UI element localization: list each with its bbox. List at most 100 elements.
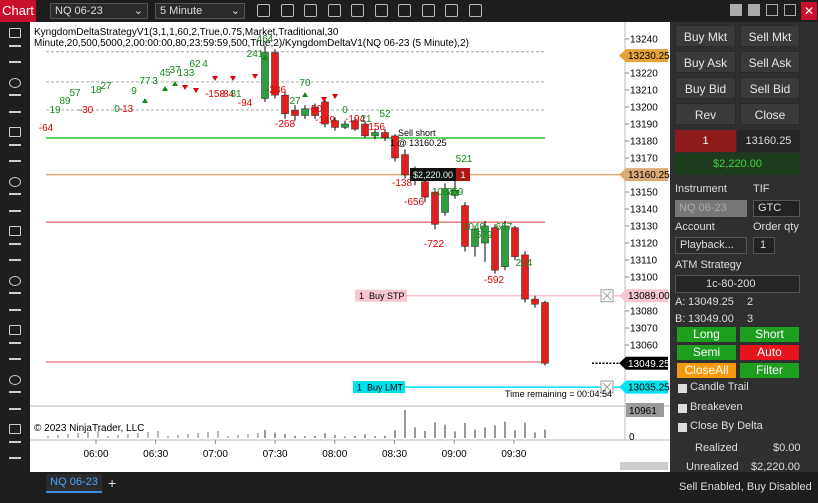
toolbar-icon[interactable] xyxy=(445,4,458,17)
price-tick-label: 13130 xyxy=(630,222,658,233)
tif-label: TIF xyxy=(753,183,770,195)
tool-icon[interactable] xyxy=(9,209,21,212)
order-button[interactable]: Sell Bid xyxy=(740,77,800,99)
toolbar-icon[interactable] xyxy=(374,4,388,17)
toolbar-icon[interactable] xyxy=(398,4,411,17)
atm-select[interactable]: 1c-80-200 xyxy=(675,275,800,293)
interval-select[interactable]: 5 Minute ⌄ xyxy=(155,3,245,19)
account-select[interactable]: Playback... xyxy=(675,237,747,254)
price-tick-label: 13190 xyxy=(630,120,658,131)
tool-icon[interactable] xyxy=(9,242,21,245)
window-button[interactable] xyxy=(766,4,778,16)
tool-icon[interactable] xyxy=(9,94,21,96)
price-tick-label: 13080 xyxy=(630,307,658,318)
toolbar-icon[interactable] xyxy=(468,4,482,17)
order-button[interactable]: Sell Mkt xyxy=(740,25,800,47)
tool-icon[interactable] xyxy=(9,341,21,344)
volume-bar-minor xyxy=(187,434,189,438)
price-marker xyxy=(619,168,668,182)
tif-select[interactable]: GTC xyxy=(753,200,800,217)
window-button[interactable] xyxy=(748,4,760,16)
order-button[interactable]: Buy Ask xyxy=(675,51,736,73)
price-tick-label: 13210 xyxy=(630,86,658,97)
volume-bar xyxy=(314,435,316,438)
qty-input[interactable]: 1 xyxy=(753,237,775,254)
toolbar-icon[interactable] xyxy=(257,4,270,17)
strategy-button[interactable]: Short xyxy=(740,327,799,342)
checkbox[interactable] xyxy=(678,384,687,393)
volume-bar xyxy=(474,429,476,438)
candle-body xyxy=(271,52,279,96)
tool-icon[interactable] xyxy=(9,407,21,410)
tool-icon[interactable] xyxy=(9,440,21,443)
tool-icon[interactable] xyxy=(9,457,21,459)
copyright: © 2023 NinjaTrader, LLC xyxy=(34,423,145,434)
tool-icon[interactable] xyxy=(9,143,21,146)
toolbar-icon[interactable] xyxy=(280,4,294,17)
volume-bar xyxy=(324,433,326,438)
toolbar-icon[interactable] xyxy=(304,4,317,17)
tool-icon[interactable] xyxy=(9,374,21,385)
strategy-button[interactable]: Filter xyxy=(740,363,799,378)
delta-label: -158 xyxy=(205,89,225,100)
tool-icon[interactable] xyxy=(9,193,21,195)
chart-tab[interactable]: Chart xyxy=(0,0,36,22)
tool-icon[interactable] xyxy=(9,176,21,187)
tool-icon[interactable] xyxy=(9,259,21,261)
tool-icon[interactable] xyxy=(9,127,21,137)
order-button[interactable]: Buy Bid xyxy=(675,77,736,99)
tool-icon[interactable] xyxy=(9,110,21,113)
order-button[interactable]: Buy Mkt xyxy=(675,25,736,47)
volume-bar xyxy=(544,429,546,438)
delta-label: 62 xyxy=(189,59,201,70)
tool-icon[interactable] xyxy=(9,160,21,162)
tool-icon[interactable] xyxy=(9,28,21,38)
toolbar-icon[interactable] xyxy=(421,4,435,17)
tool-icon[interactable] xyxy=(9,308,21,311)
candle-body xyxy=(451,190,459,196)
execution-fill: 1 @ 13160.25 xyxy=(390,138,447,148)
tool-icon[interactable] xyxy=(9,292,21,294)
add-tab[interactable]: + xyxy=(108,475,117,491)
tool-icon[interactable] xyxy=(9,61,21,63)
window-button[interactable] xyxy=(784,4,796,16)
checkbox[interactable] xyxy=(678,423,687,432)
checkbox-label: Close By Delta xyxy=(690,420,763,432)
time-label: 08:30 xyxy=(382,449,407,460)
tool-icon[interactable] xyxy=(9,275,21,286)
order-button[interactable]: Close xyxy=(740,103,800,125)
chart-tab[interactable]: NQ 06-23 xyxy=(46,474,102,493)
tool-icon[interactable] xyxy=(9,358,21,360)
tool-icon[interactable] xyxy=(9,77,21,88)
tool-icon[interactable] xyxy=(9,424,21,434)
scrollbar[interactable] xyxy=(620,462,668,470)
volume-bar-minor xyxy=(47,436,49,438)
instrument-select[interactable]: NQ 06-23 ⌄ xyxy=(50,3,148,19)
tool-icon[interactable] xyxy=(9,44,21,47)
strategy-button[interactable]: Auto xyxy=(740,345,799,360)
close-window[interactable]: ✕ xyxy=(801,2,817,20)
tool-icon[interactable] xyxy=(9,391,21,393)
strategy-button[interactable]: CloseAll xyxy=(677,363,736,378)
price-marker-label: 13035.25 xyxy=(628,383,670,394)
order-qty: 1 xyxy=(359,291,364,301)
delta-label: 579 xyxy=(476,230,493,241)
order-button[interactable]: Sell Ask xyxy=(740,51,800,73)
candle-body xyxy=(431,191,439,225)
chart-background xyxy=(30,22,670,472)
instrument-label: Instrument xyxy=(675,183,727,195)
tool-icon[interactable] xyxy=(9,226,21,236)
order-button[interactable]: Rev xyxy=(675,103,736,125)
toolbar-icon[interactable] xyxy=(351,4,364,17)
volume-bar xyxy=(434,422,436,438)
tool-icon[interactable] xyxy=(9,325,21,335)
order-label-box[interactable] xyxy=(355,289,407,302)
order-label-box[interactable] xyxy=(353,381,405,394)
volume-bar-minor xyxy=(167,436,169,438)
strategy-button[interactable]: Long xyxy=(677,327,736,342)
checkbox[interactable] xyxy=(678,403,687,413)
toolbar-icon[interactable] xyxy=(327,4,341,17)
strategy-button[interactable]: Semi xyxy=(677,345,736,360)
window-button[interactable] xyxy=(730,4,742,16)
